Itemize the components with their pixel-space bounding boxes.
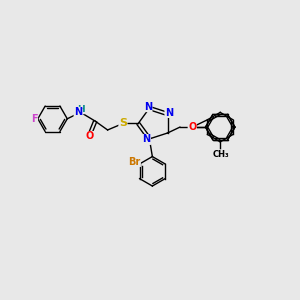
Text: N: N bbox=[142, 134, 151, 145]
Text: Br: Br bbox=[128, 157, 140, 166]
Text: F: F bbox=[31, 114, 38, 124]
Text: N: N bbox=[165, 107, 173, 118]
Text: S: S bbox=[119, 118, 127, 128]
Text: O: O bbox=[188, 122, 196, 132]
Text: H: H bbox=[77, 105, 84, 114]
Text: N: N bbox=[74, 107, 82, 117]
Text: O: O bbox=[86, 131, 94, 142]
Text: CH₃: CH₃ bbox=[212, 150, 229, 159]
Text: N: N bbox=[144, 102, 152, 112]
